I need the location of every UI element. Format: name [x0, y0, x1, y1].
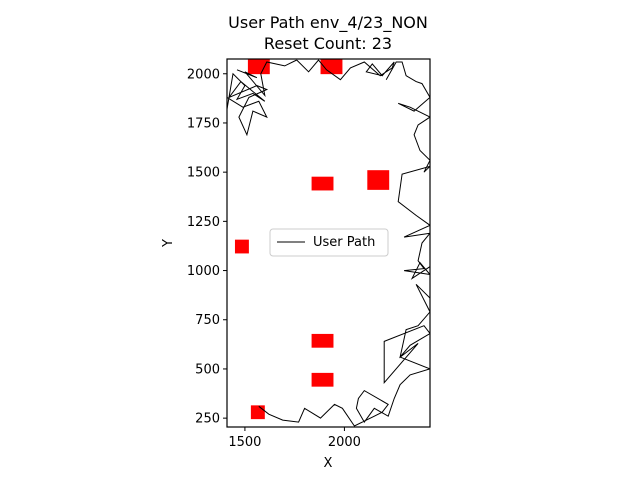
y-axis: 250 500 750 1000 1250 1500 1750 2000 [187, 67, 227, 427]
chart-title: User Path env_4/23_NON [228, 13, 428, 33]
obstacle-7 [311, 372, 334, 387]
y-axis-label: Y [161, 239, 176, 248]
user-path-segment-4 [258, 61, 430, 427]
user-path-segment-2 [236, 59, 297, 98]
x-axis-label: X [324, 456, 333, 471]
x-tick-label: 1500 [228, 435, 261, 450]
y-tick-label: 1750 [187, 116, 220, 131]
obstacle-5 [234, 239, 249, 254]
user-path-segment-1 [227, 72, 269, 137]
obstacle-4 [367, 170, 390, 190]
obstacle-1 [247, 59, 270, 75]
y-tick-label: 750 [195, 313, 220, 328]
obstacle-6 [311, 333, 334, 348]
x-axis: 1500 2000 [228, 427, 361, 450]
obstacle-2 [320, 59, 343, 75]
plot-frame [226, 58, 431, 428]
y-tick-label: 1500 [187, 166, 220, 181]
user-path-segment-3 [296, 59, 395, 81]
chart-subtitle: Reset Count: 23 [264, 34, 392, 53]
y-tick-label: 1000 [187, 264, 220, 279]
legend-label-user-path: User Path [313, 235, 375, 250]
y-tick-label: 250 [195, 412, 220, 427]
y-tick-label: 500 [195, 362, 220, 377]
obstacle-8 [250, 405, 265, 420]
x-tick-label: 2000 [328, 435, 361, 450]
legend-box [269, 228, 389, 257]
obstacle-3 [311, 176, 334, 191]
legend: User Path [269, 228, 389, 257]
y-tick-label: 2000 [187, 67, 220, 82]
user-path-layer [227, 59, 430, 427]
y-tick-label: 1250 [187, 215, 220, 230]
